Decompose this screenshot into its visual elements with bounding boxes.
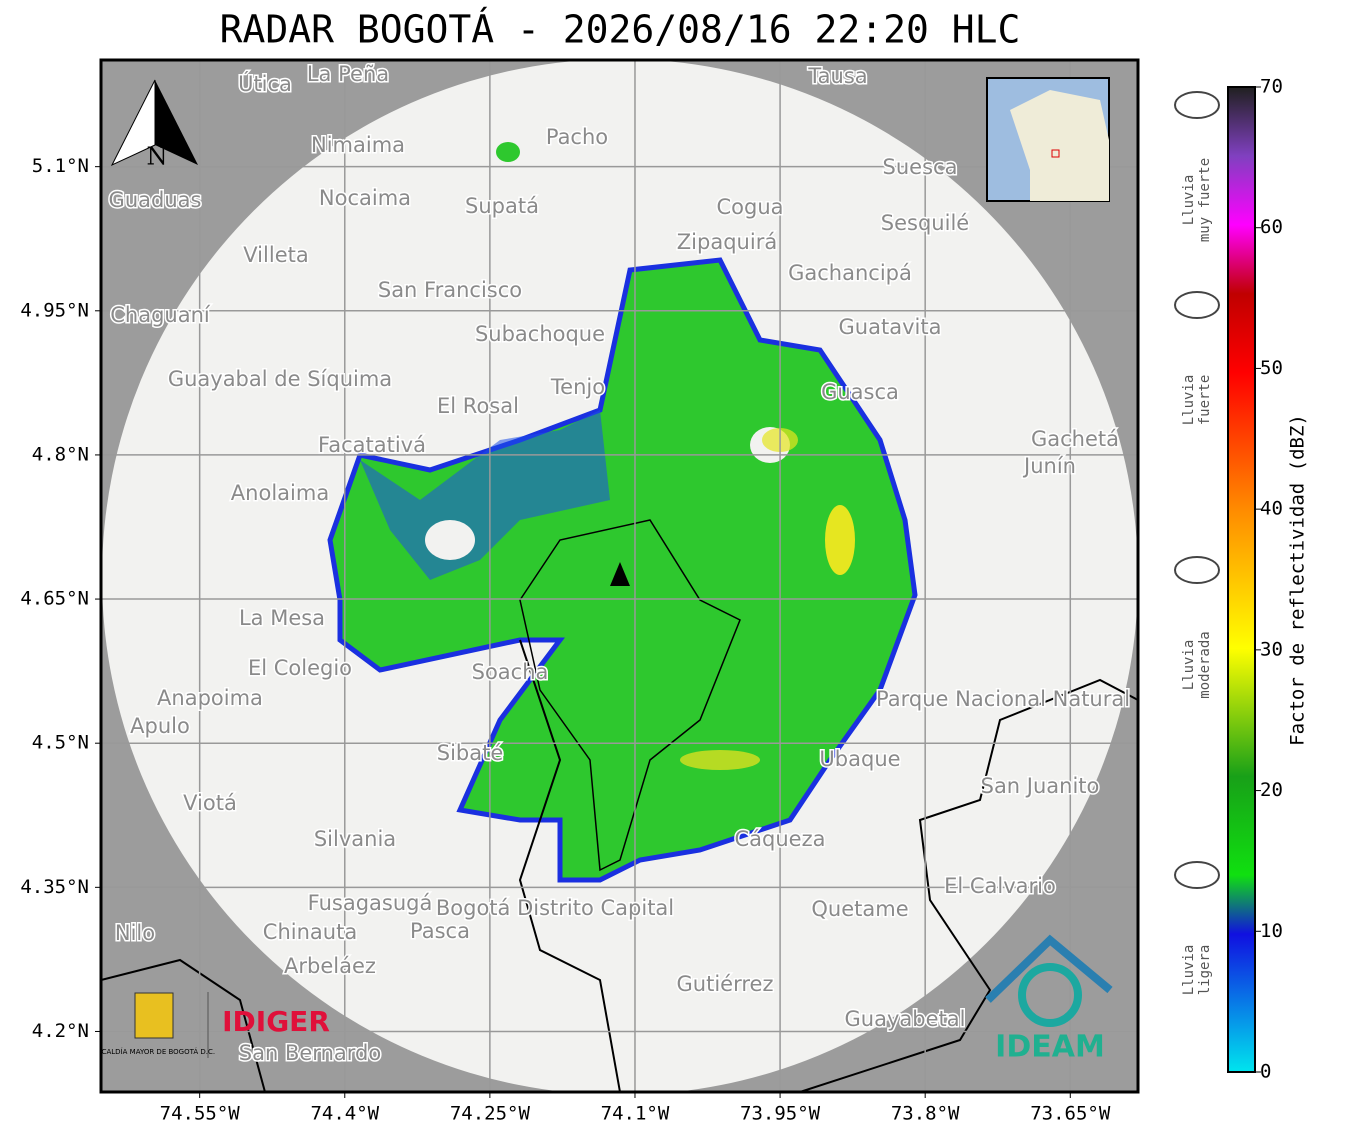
colorbar-label: Factor de reflectividad (dBZ) — [1287, 414, 1309, 746]
rain-label: Lluvia — [1181, 640, 1197, 691]
place-label: Zipaquirá — [677, 230, 777, 254]
place-label: Guayabetal — [845, 1007, 966, 1031]
place-label: Sesquilé — [881, 211, 969, 235]
colorbar-tick-label: 40 — [1260, 498, 1283, 520]
x-tick-label: 74.4°W — [310, 1103, 379, 1125]
place-label: Supatá — [465, 194, 539, 218]
map: La Peña Útica Tausa Pacho Nimaima Nocaima Supa… — [93, 60, 1234, 1092]
place-label: Facatativá — [318, 433, 426, 457]
logo-alcaldia: ALCALDÍA MAYOR DE BOGOTÁ D.C. — [93, 1047, 215, 1056]
x-tick-label: 74.55°W — [160, 1103, 241, 1125]
place-label: Viotá — [183, 791, 237, 815]
colorbar — [1227, 86, 1256, 1073]
place-label: El Rosal — [437, 394, 519, 418]
colorbar-tick-label: 60 — [1260, 216, 1283, 238]
logo-ideam: IDEAM — [995, 1030, 1105, 1065]
rain-level: Lluvia ligera — [1181, 945, 1213, 996]
y-tick-label: 4.5°N — [32, 732, 89, 754]
place-label: Guayabal de Síquima — [168, 367, 392, 391]
rain-icon — [1174, 861, 1220, 889]
rain-label: ligera — [1197, 945, 1213, 996]
x-tick-label: 73.95°W — [740, 1103, 821, 1125]
north-label: N — [147, 143, 168, 171]
place-label: San Juanito — [981, 774, 1100, 798]
x-tick-label: 74.25°W — [450, 1103, 531, 1125]
colorbar-tick-label: 20 — [1260, 779, 1283, 801]
place-label: Pasca — [410, 919, 470, 943]
title: RADAR BOGOTÁ - 2026/08/16 22:20 HLC — [220, 8, 1021, 52]
y-tick-label: 4.95°N — [20, 299, 89, 321]
place-label: La Peña — [307, 62, 389, 86]
rain-icon — [1174, 91, 1220, 119]
y-tick-label: 4.35°N — [20, 876, 89, 898]
place-label: Guaduas — [109, 188, 202, 212]
y-tick-label: 4.65°N — [20, 588, 89, 610]
y-tick-label: 4.2°N — [32, 1020, 89, 1042]
colorbar-tick-label: 10 — [1260, 920, 1283, 942]
place-label: El Colegio — [248, 656, 352, 680]
place-label: Tausa — [807, 64, 867, 88]
colorbar-tick-label: 50 — [1260, 357, 1283, 379]
x-tick-label: 73.8°W — [891, 1103, 960, 1125]
logo-idiger: IDIGER — [222, 1005, 330, 1038]
place-label: Chinauta — [263, 920, 357, 944]
place-label: Anapoima — [157, 686, 263, 710]
x-tick-label: 74.1°W — [601, 1103, 670, 1125]
place-label: Guatavita — [839, 315, 942, 339]
y-tick-label: 5.1°N — [32, 155, 89, 177]
colorbar-tick-label: 70 — [1260, 76, 1283, 98]
rain-label: Lluvia — [1181, 375, 1197, 426]
place-label: Gachetá — [1031, 427, 1119, 451]
place-label: Nocaima — [319, 186, 411, 210]
place-label: Chaguaní — [110, 303, 211, 327]
place-label: Bogotá Distrito Capital — [436, 896, 674, 920]
rain-level: Lluvia fuerte — [1181, 375, 1213, 426]
rain-label: Lluvia — [1181, 945, 1197, 996]
place-label: San Francisco — [378, 278, 522, 302]
place-label: Silvania — [314, 827, 396, 851]
rain-icon — [1174, 291, 1220, 319]
place-label: Soacha — [472, 660, 549, 684]
place-label: Apulo — [130, 714, 190, 738]
place-label: Útica — [238, 71, 292, 96]
place-label: La Mesa — [239, 606, 325, 630]
y-tick-label: 4.8°N — [32, 443, 89, 465]
place-label: Guasca — [821, 380, 899, 404]
place-label: Cáqueza — [735, 827, 826, 851]
place-label: Ubaque — [819, 747, 900, 771]
map-frame — [99, 58, 1140, 1094]
place-label: Arbeláez — [284, 954, 376, 978]
place-label: Suesca — [883, 155, 958, 179]
x-tick-label: 73.65°W — [1030, 1103, 1111, 1125]
place-label: Villeta — [243, 243, 308, 267]
place-label: Parque Nacional Natural Chingaza — [876, 687, 1234, 711]
rain-label: moderada — [1197, 631, 1213, 698]
place-label: Sibaté — [437, 741, 504, 765]
place-label: Gachancipá — [788, 261, 912, 285]
rain-icon — [1174, 556, 1220, 584]
place-label: Pacho — [546, 125, 608, 149]
place-label: Nilo — [115, 921, 155, 945]
place-label: Gutiérrez — [677, 972, 774, 996]
place-label: Junín — [1022, 454, 1076, 478]
place-label: San Bernardo — [239, 1041, 381, 1065]
rain-level: Lluvia muy fuerte — [1181, 158, 1213, 242]
rain-label: Lluvia — [1181, 175, 1197, 226]
colorbar-tick-label: 0 — [1260, 1061, 1271, 1083]
rain-level: Lluvia moderada — [1181, 631, 1213, 698]
place-label: Anolaima — [231, 481, 329, 505]
colorbar-tick-label: 30 — [1260, 638, 1283, 660]
place-label: Quetame — [811, 897, 908, 921]
place-label: Fusagasugá — [308, 891, 433, 915]
rain-label: muy fuerte — [1197, 158, 1213, 242]
place-label: Cogua — [716, 195, 783, 219]
rain-label: fuerte — [1197, 375, 1213, 426]
place-label: Tenjo — [550, 375, 605, 399]
place-label: Subachoque — [475, 322, 605, 346]
place-label: El Calvario — [944, 874, 1056, 898]
place-label: Nimaima — [311, 133, 405, 157]
